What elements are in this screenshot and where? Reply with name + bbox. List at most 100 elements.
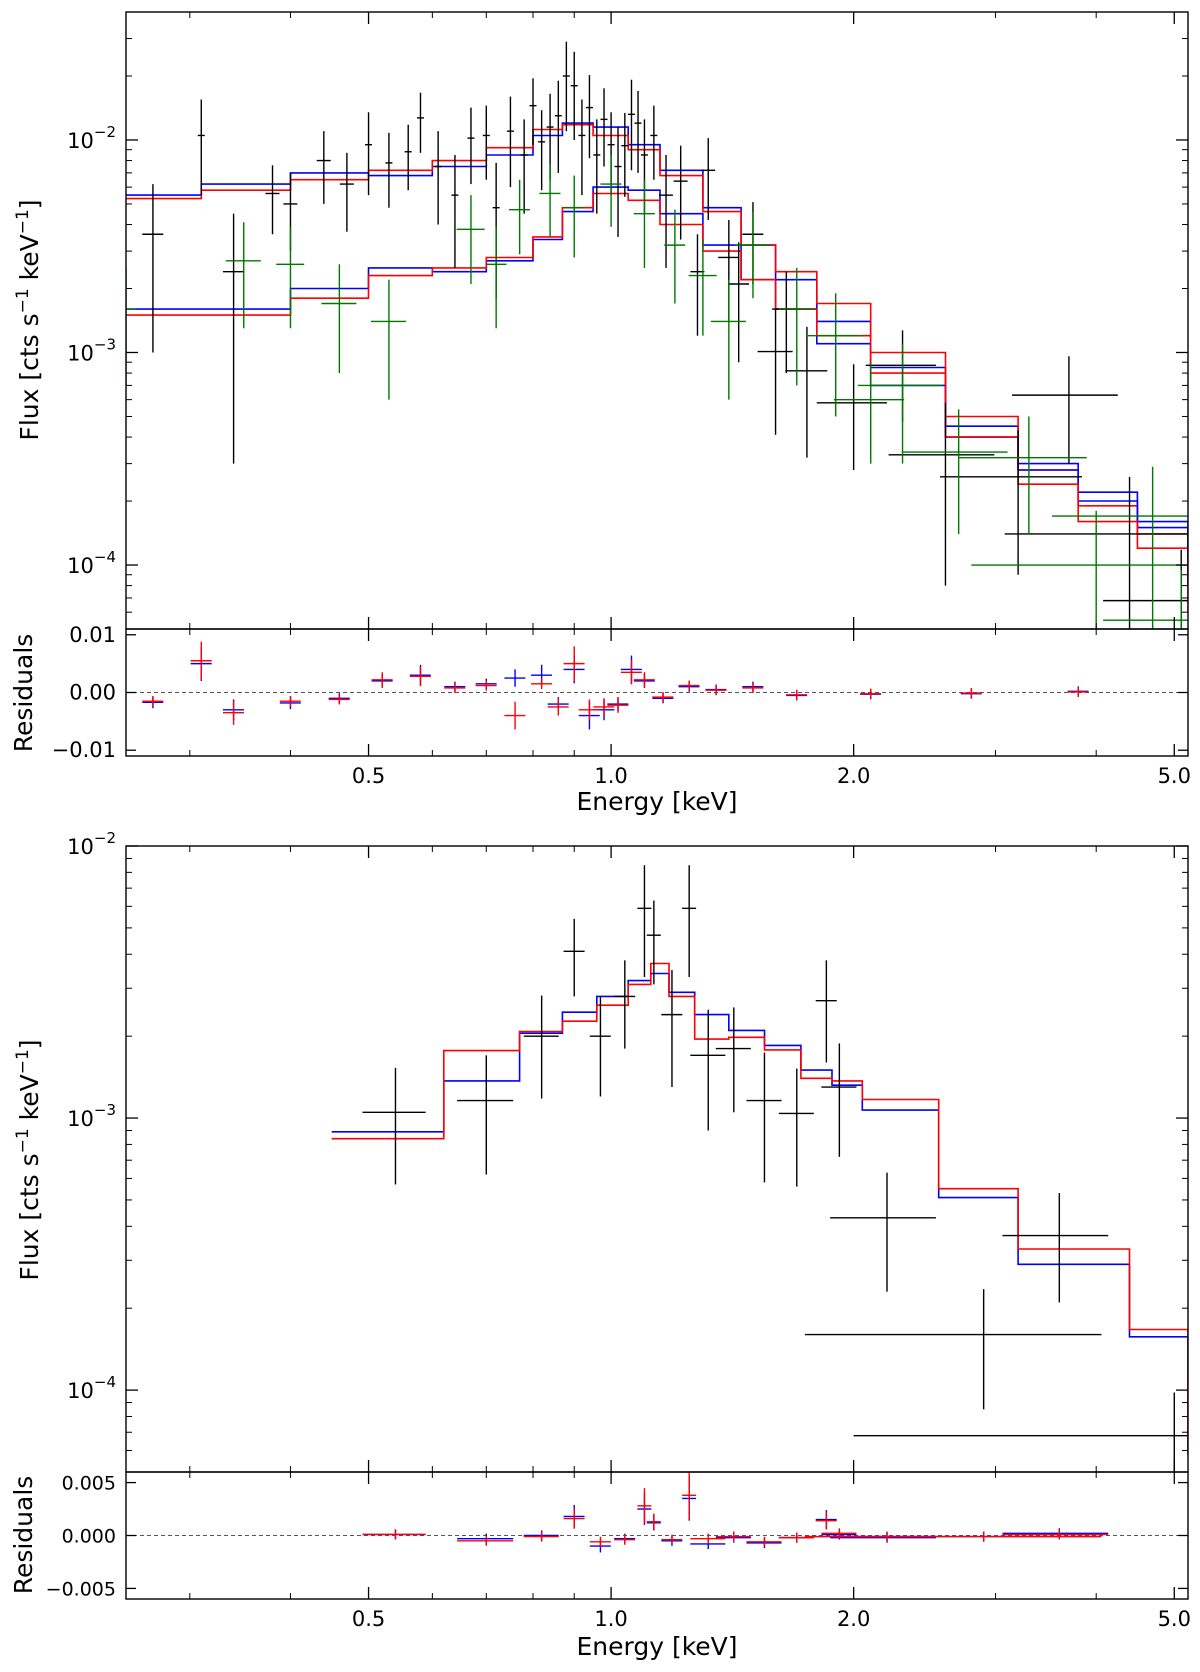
bot-data-point: [830, 1172, 936, 1292]
top-residual-ylabel: Residuals: [9, 634, 38, 753]
botres-residual-point: [746, 1536, 782, 1547]
top-data-point: [554, 80, 562, 173]
bot-data-point: [637, 865, 652, 977]
top-data-point: [482, 105, 490, 180]
topres-residual-point: [504, 669, 526, 687]
topres-residual-point: [222, 700, 244, 725]
top-data-point: [197, 99, 205, 196]
top-data-point: [959, 416, 1087, 534]
botres-residual-point: [637, 1488, 652, 1524]
top-data-point: [222, 213, 244, 464]
top-panel: 10−2 10−3 10−4 Flux [cts s−1 keV−1]: [13, 11, 1189, 630]
botres-residual-point: [563, 1508, 585, 1529]
bot-data-point: [715, 1007, 751, 1113]
top-data-point: [578, 99, 586, 196]
top-data-point: [467, 107, 475, 185]
x-tick-label: 0.5: [352, 764, 385, 788]
botres-residual-point: [682, 1472, 697, 1520]
topres-residual-point: [190, 641, 212, 680]
top-data-point: [385, 132, 393, 208]
top-data-point: [529, 78, 537, 145]
top-data-point: [485, 226, 507, 329]
top-data-point: [673, 145, 688, 240]
top-data-point: [142, 184, 164, 353]
x-tick-label: 1.0: [594, 764, 627, 788]
top-data-point: [690, 234, 705, 336]
topres-residual-point: [444, 682, 466, 693]
top-data-point: [416, 92, 424, 153]
top-data-point: [650, 105, 658, 180]
top-residual-panel: 0.01 0.00 −0.01 0.5 1.0 2.0 5.0 Residuals Ene…: [9, 623, 1191, 816]
y-tick-label: 10−2: [67, 829, 116, 859]
top-data-point: [520, 119, 528, 214]
bottom-ylabel: Flux [cts s−1 keV−1]: [13, 1039, 44, 1280]
top-data-point: [265, 165, 280, 235]
botres-residual-point: [523, 1531, 559, 1542]
top-data-point: [728, 242, 750, 363]
bottom-panel: 10−2 10−3 10−4 Flux [cts s−1 keV−1]: [13, 829, 1189, 1473]
topres-residual-point: [786, 689, 808, 700]
top-data-point: [614, 127, 622, 237]
top-data-point: [833, 362, 905, 464]
top-data-point: [456, 195, 485, 285]
topres-residual-point: [705, 685, 727, 696]
bot-data-point: [589, 996, 611, 1097]
botres-residual-point: [815, 1511, 837, 1530]
x-tick-label: 5.0: [1158, 1607, 1191, 1631]
top-data-point: [225, 222, 261, 329]
top-data-point: [506, 96, 514, 188]
bot-data-point: [614, 960, 636, 1049]
topres-residual-point: [475, 680, 497, 691]
bottom-residual-ylabel: Residuals: [9, 1476, 38, 1595]
top-data-point: [621, 112, 629, 197]
topres-residual-point: [652, 692, 674, 703]
top-data-point: [658, 154, 673, 268]
y-tick-label: 10−4: [67, 1373, 116, 1403]
top-data-point: [627, 79, 635, 171]
topres-residual-point: [504, 701, 526, 730]
y-tick-label: 10−2: [67, 123, 116, 153]
top-data-point: [539, 164, 561, 237]
botres-residual-point: [690, 1533, 726, 1544]
topres-residual-point: [620, 660, 642, 685]
bot-data-point: [661, 970, 683, 1088]
x-tick-label: 1.0: [594, 1607, 627, 1631]
y-tick-label: −0.01: [52, 738, 116, 762]
top-data-point: [888, 402, 995, 586]
top-data-point: [778, 267, 814, 386]
botres-residual-point: [646, 1513, 661, 1530]
top-data-point: [1051, 466, 1188, 629]
topres-residual-point: [563, 646, 585, 681]
topres-residual-point: [547, 698, 569, 716]
topres-residual-point: [742, 682, 764, 693]
top-data-point: [688, 239, 717, 336]
y-tick-label: 0.00: [69, 681, 116, 705]
botres-residual-point: [362, 1529, 426, 1540]
topres-residual-point: [279, 695, 301, 707]
top-data-point: [570, 51, 578, 140]
bot-data-point: [646, 900, 661, 985]
top-data-point: [816, 364, 887, 470]
top-data-point: [971, 510, 1188, 629]
top-data-point: [434, 131, 442, 225]
bot-data-point: [853, 1392, 1188, 1472]
top-data-point: [508, 179, 530, 255]
top-data-point: [365, 112, 373, 196]
botres-residual-point: [715, 1531, 751, 1542]
bot-data-point: [746, 1052, 782, 1183]
top-data-point: [126, 267, 137, 386]
topres-residual-point: [633, 672, 655, 688]
botres-residual-point: [589, 1536, 611, 1547]
top-data-point: [563, 175, 585, 258]
top-data-point: [1012, 356, 1118, 464]
topres-residual-point: [578, 699, 600, 721]
botres-residual-point: [804, 1531, 1102, 1542]
topres-residual-point: [328, 694, 350, 705]
y-tick-label: 10−3: [67, 1101, 116, 1131]
top-data-point: [634, 90, 642, 173]
y-tick-label: 0.000: [62, 1526, 116, 1548]
bot-data-point: [778, 1068, 814, 1187]
bot-data-point: [362, 1067, 426, 1185]
x-tick-label: 5.0: [1158, 764, 1191, 788]
